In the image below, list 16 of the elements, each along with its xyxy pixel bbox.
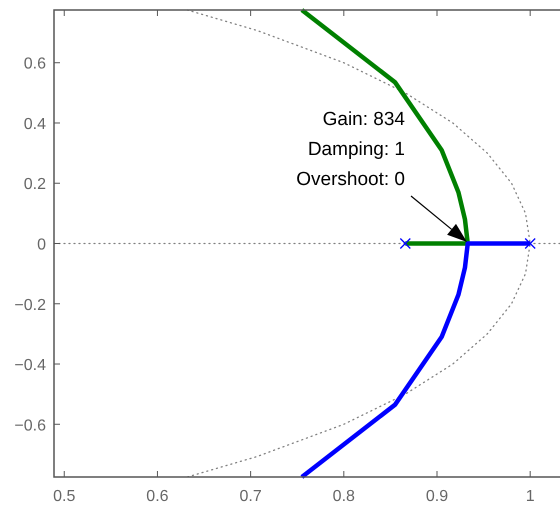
x-tick-label: 1 (526, 488, 535, 505)
x-tick-label: 0.8 (332, 488, 356, 505)
y-tick-label: −0.4 (14, 357, 46, 374)
x-tick-label: 0.6 (146, 488, 169, 505)
x-tick-label: 0.7 (239, 488, 262, 505)
y-tick-label: −0.6 (14, 417, 46, 434)
x-tick-label: 0.9 (426, 488, 448, 505)
y-tick-label: −0.2 (14, 296, 46, 314)
line-series (300, 241, 532, 480)
y-tick-label: 0.6 (24, 56, 46, 73)
line-series (186, 9, 531, 478)
x-tick-label: 0.5 (53, 488, 76, 505)
y-tick-label: 0.4 (24, 116, 46, 133)
y-tick-label: 0 (37, 236, 46, 254)
annotation: Gain: 834 Damping: 1 Overshoot: 0 (296, 109, 406, 190)
y-tick-label: 0.2 (24, 176, 46, 194)
